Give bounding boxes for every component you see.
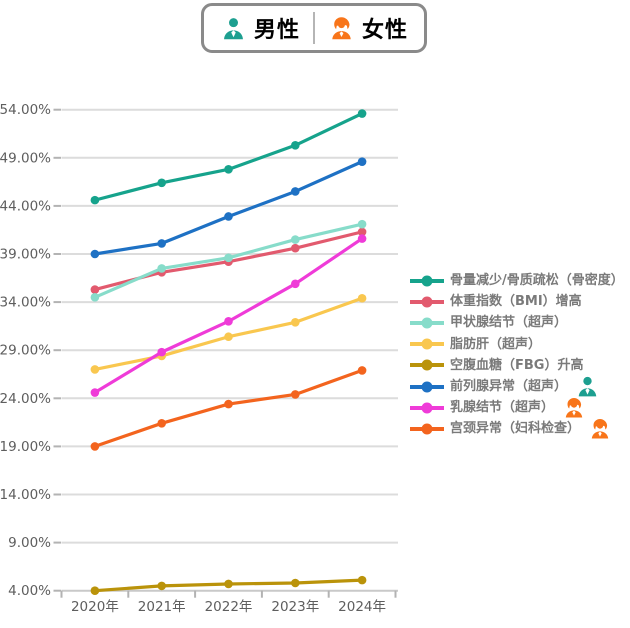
x-axis-label: 2024年	[338, 599, 386, 615]
female-icon	[328, 15, 355, 42]
female-icon	[565, 397, 583, 418]
data-point	[224, 332, 233, 342]
legend-male-toggle[interactable]: 男性	[220, 12, 300, 44]
data-point	[90, 442, 100, 451]
legend-line-dot-icon	[410, 422, 444, 436]
data-point	[157, 347, 166, 357]
y-axis-label: 49.00%	[0, 150, 51, 166]
x-axis-label: 2022年	[205, 599, 253, 615]
data-point	[291, 318, 300, 327]
legend-line-dot-icon	[410, 316, 444, 330]
data-point	[90, 292, 100, 302]
y-axis-label: 34.00%	[0, 295, 51, 311]
legend-item-label: 体重指数（BMI）增高	[450, 294, 582, 310]
legend-item-7[interactable]: 乳腺结节（超声）	[410, 397, 624, 418]
data-point	[90, 285, 100, 294]
data-point	[291, 390, 300, 399]
data-point	[357, 157, 367, 166]
legend-line-dot-icon	[410, 274, 444, 288]
data-point	[90, 586, 100, 595]
y-axis-label: 19.00%	[0, 439, 51, 455]
y-axis-label: 54.00%	[0, 102, 51, 118]
legend-female-toggle[interactable]: 女性	[328, 12, 408, 44]
data-point	[357, 293, 367, 303]
legend-item-6[interactable]: 前列腺异常（超声）	[410, 376, 624, 397]
legend-line-dot-icon	[410, 401, 444, 415]
x-axis-label: 2021年	[138, 599, 186, 615]
data-point	[357, 366, 367, 375]
data-point	[157, 264, 166, 273]
legend-item-4[interactable]: 脂肪肝（超声）	[410, 334, 624, 355]
data-point	[157, 419, 166, 428]
legend-item-label: 宫颈异常（妇科检查）	[450, 421, 581, 437]
male-icon	[220, 15, 247, 42]
legend-divider	[313, 12, 315, 44]
data-point	[291, 235, 300, 244]
legend-item-label: 空腹血糖（FBG）升高	[450, 357, 584, 373]
male-icon	[224, 17, 243, 39]
gender-legend: 男性 女性	[201, 3, 427, 53]
x-axis-label: 2020年	[71, 599, 119, 615]
data-point	[291, 243, 300, 253]
data-point	[90, 365, 100, 374]
legend-line-dot-icon	[410, 358, 444, 372]
legend-item-1[interactable]: 骨量减少/骨质疏松（骨密度）	[410, 270, 624, 291]
data-point	[224, 165, 233, 174]
male-icon	[575, 374, 600, 399]
legend-item-3[interactable]: 甲状腺结节（超声）	[410, 312, 624, 333]
female-icon	[588, 417, 612, 441]
y-axis-label: 14.00%	[0, 487, 51, 503]
male-icon	[578, 376, 597, 397]
y-axis-label: 29.00%	[0, 343, 51, 359]
legend-item-label: 骨量减少/骨质疏松（骨密度）	[450, 273, 624, 289]
legend-item-label: 甲状腺结节（超声）	[450, 315, 568, 331]
data-point	[357, 219, 367, 229]
data-point	[357, 109, 367, 118]
female-icon	[591, 418, 609, 439]
y-axis-label: 24.00%	[0, 391, 51, 407]
legend-item-8[interactable]: 宫颈异常（妇科检查）	[410, 418, 624, 439]
legend-line-dot-icon	[410, 380, 444, 394]
series-legend: 骨量减少/骨质疏松（骨密度） 体重指数（BMI）增高 甲状腺结节（超声） 脂肪肝…	[410, 270, 624, 440]
x-axis-label: 2023年	[271, 599, 319, 615]
data-point	[357, 227, 367, 237]
data-point	[90, 195, 100, 205]
series-line	[93, 368, 364, 448]
data-point	[224, 399, 233, 409]
legend-line-dot-icon	[410, 337, 444, 351]
female-icon	[562, 396, 586, 420]
data-point	[224, 579, 233, 589]
data-point	[357, 234, 367, 243]
data-point	[224, 317, 233, 326]
y-axis-label: 39.00%	[0, 247, 51, 263]
legend-item-label: 脂肪肝（超声）	[450, 336, 542, 352]
data-point	[90, 388, 100, 397]
legend-item-5[interactable]: 空腹血糖（FBG）升高	[410, 355, 624, 376]
y-axis-label: 44.00%	[0, 198, 51, 214]
female-label: 女性	[362, 18, 409, 43]
legend-item-label: 乳腺结节（超声）	[450, 400, 555, 416]
data-point	[357, 575, 367, 585]
legend-line-dot-icon	[410, 295, 444, 309]
female-icon	[332, 16, 351, 39]
legend-item-2[interactable]: 体重指数（BMI）增高	[410, 291, 624, 312]
data-point	[157, 239, 166, 248]
legend-item-label: 前列腺异常（超声）	[450, 379, 568, 395]
data-point	[291, 578, 300, 588]
data-point	[224, 212, 233, 221]
data-point	[291, 279, 300, 289]
male-label: 男性	[253, 18, 300, 43]
data-point	[157, 178, 166, 188]
data-point	[291, 140, 300, 150]
data-point	[291, 187, 300, 196]
y-axis-label: 9.00%	[8, 535, 51, 551]
y-axis-label: 4.00%	[8, 583, 51, 599]
data-point	[157, 581, 166, 591]
data-point	[224, 253, 233, 263]
data-point	[90, 249, 100, 259]
